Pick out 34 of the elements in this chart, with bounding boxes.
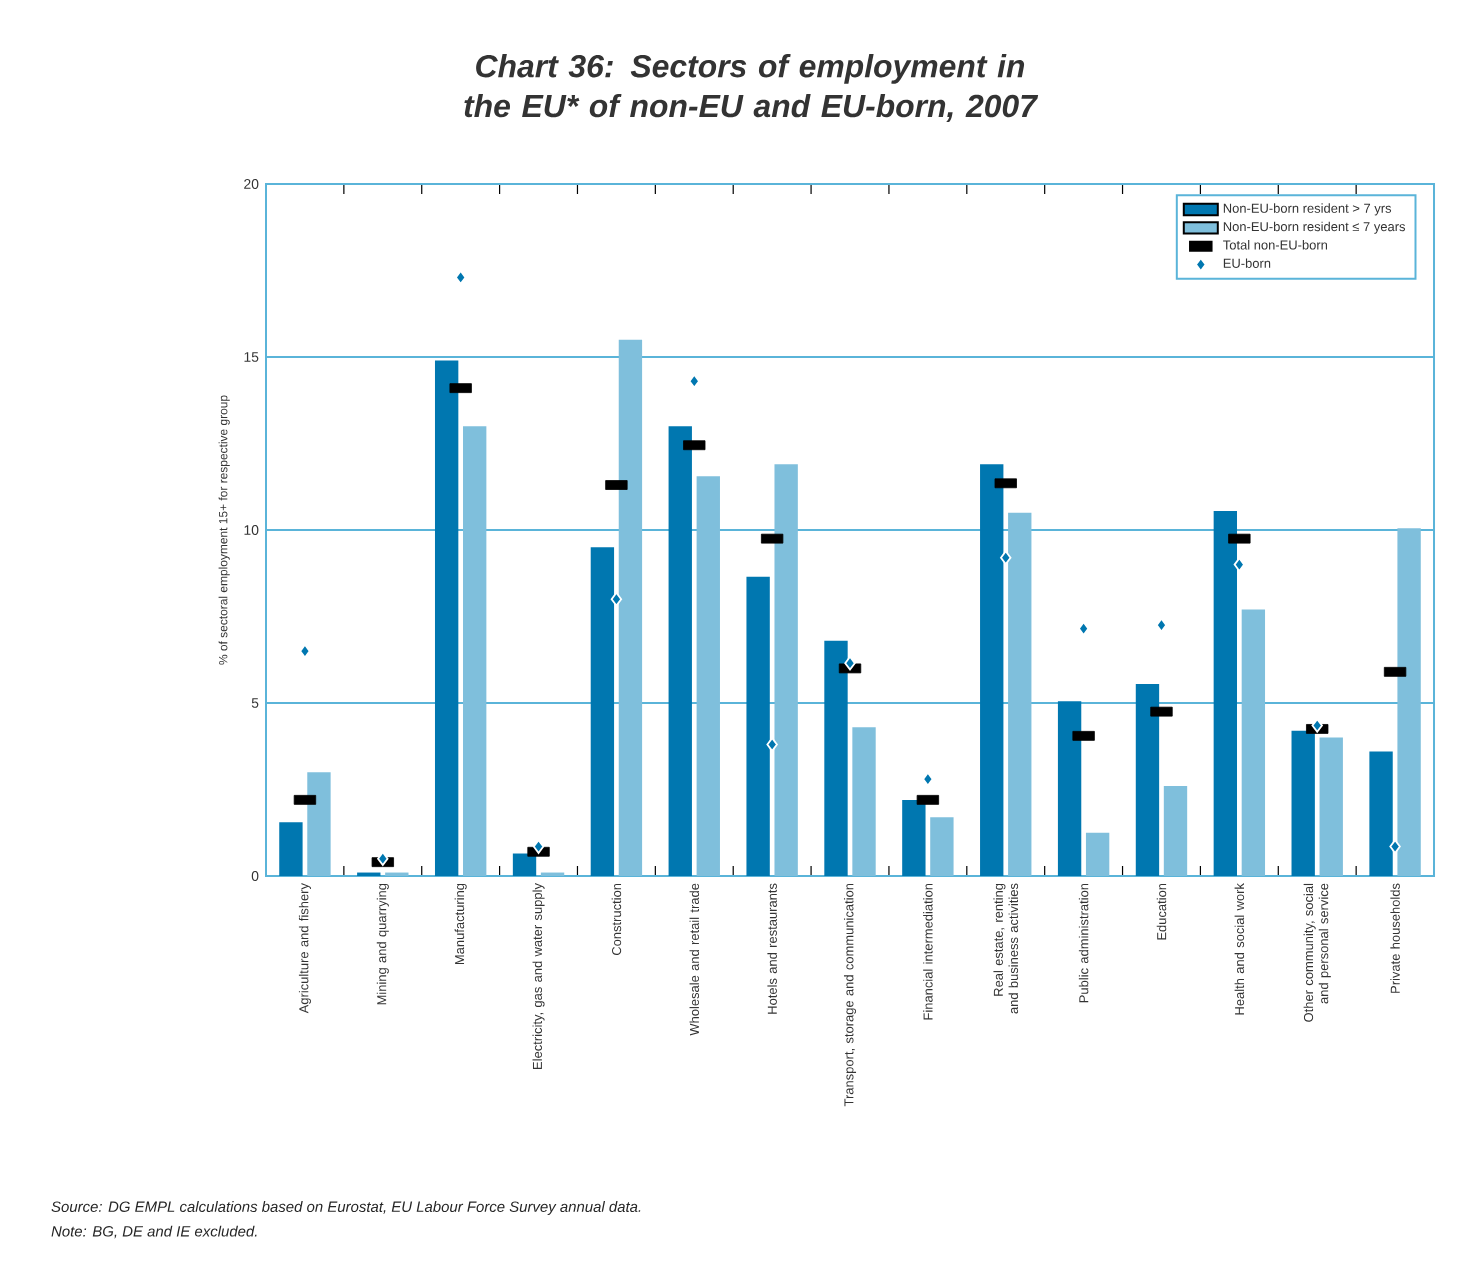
bar bbox=[512, 853, 537, 876]
bar bbox=[1291, 730, 1315, 876]
point bbox=[532, 839, 545, 854]
point bbox=[1389, 839, 1401, 854]
chart-title: Chart 36: Sectors of employment in the EU* of non-EU and EU-born, 2007 bbox=[464, 54, 1039, 122]
bar bbox=[668, 426, 692, 876]
bar bbox=[1213, 510, 1238, 876]
bar bbox=[618, 339, 643, 876]
bar bbox=[463, 426, 487, 876]
bar bbox=[824, 640, 848, 876]
bar bbox=[852, 727, 876, 876]
bar bbox=[1369, 751, 1393, 876]
bar bbox=[774, 464, 798, 876]
bar bbox=[930, 817, 954, 876]
bar bbox=[902, 799, 926, 876]
bar bbox=[1319, 737, 1343, 876]
bar bbox=[1008, 512, 1032, 876]
point bbox=[766, 737, 778, 752]
bar bbox=[590, 547, 615, 876]
point bbox=[1000, 550, 1012, 565]
bar bbox=[434, 360, 459, 876]
point bbox=[1311, 718, 1323, 733]
bar bbox=[1085, 832, 1110, 876]
bar bbox=[279, 822, 303, 876]
bar bbox=[980, 464, 1004, 876]
bar bbox=[1163, 786, 1188, 876]
point bbox=[377, 851, 389, 866]
bar bbox=[1057, 701, 1082, 876]
bar bbox=[696, 476, 720, 876]
bar bbox=[307, 772, 331, 876]
bar bbox=[1397, 528, 1421, 876]
bar bbox=[746, 576, 770, 876]
bar bbox=[1135, 683, 1160, 876]
bar bbox=[1241, 609, 1266, 876]
